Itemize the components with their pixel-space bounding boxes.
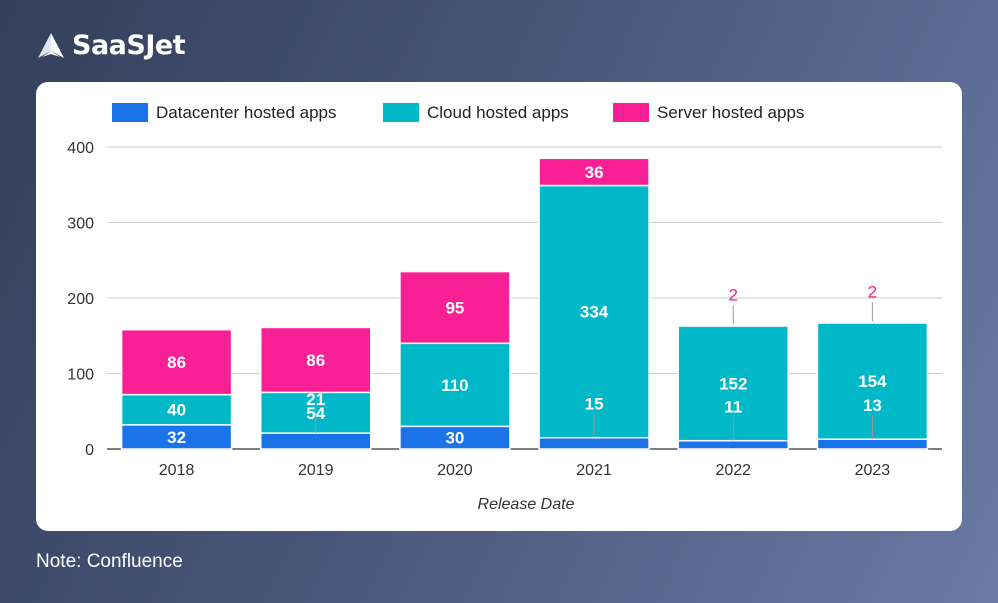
legend-swatch-cloud bbox=[383, 103, 419, 122]
legend: Datacenter hosted apps Cloud hosted apps S… bbox=[112, 103, 804, 122]
data-label-datacenter-2020: 30 bbox=[445, 429, 464, 448]
data-label-cloud-2021: 334 bbox=[580, 303, 609, 322]
data-label-datacenter-2021: 15 bbox=[585, 395, 604, 414]
x-tick-label: 2019 bbox=[298, 462, 334, 479]
bar-cloud-2018[interactable] bbox=[120, 393, 233, 426]
bar-server-2019[interactable] bbox=[260, 326, 372, 394]
data-label-cloud-2020: 110 bbox=[441, 376, 468, 395]
data-label-server-2022: 2 bbox=[729, 285, 738, 304]
data-label-cloud-2022: 152 bbox=[719, 374, 747, 393]
data-label-datacenter-2019: 21 bbox=[306, 390, 325, 409]
x-tick-label: 2021 bbox=[576, 462, 612, 479]
bar-server-2022[interactable] bbox=[677, 323, 789, 327]
data-label-server-2018: 86 bbox=[167, 353, 186, 372]
data-label-datacenter-2018: 32 bbox=[167, 428, 186, 447]
bar-cloud-2022[interactable] bbox=[677, 325, 789, 442]
y-tick-label: 0 bbox=[85, 442, 94, 459]
grid bbox=[107, 146, 942, 450]
data-label-cloud-2023: 154 bbox=[858, 372, 887, 391]
x-tick-label: 2022 bbox=[715, 462, 751, 479]
data-label-server-2023: 2 bbox=[868, 282, 877, 301]
x-tick-label: 2020 bbox=[437, 462, 473, 479]
bar-server-2021[interactable] bbox=[538, 157, 650, 187]
data-label-cloud-2018: 40 bbox=[167, 401, 186, 420]
y-tick-label: 400 bbox=[67, 140, 94, 157]
y-axis: 0 100 200 300 400 bbox=[67, 140, 94, 459]
data-label-datacenter-2022: 11 bbox=[724, 398, 742, 417]
bar-datacenter-2019[interactable] bbox=[260, 432, 372, 450]
x-tick-label: 2018 bbox=[159, 462, 195, 479]
bar-server-2023[interactable] bbox=[816, 320, 929, 324]
note: Note: Confluence bbox=[36, 551, 183, 572]
bar-server-2020[interactable] bbox=[399, 270, 511, 345]
legend-swatch-datacenter bbox=[112, 103, 148, 122]
bar-server-2018[interactable] bbox=[120, 328, 233, 396]
data-label-server-2021: 36 bbox=[585, 163, 604, 182]
bars bbox=[120, 157, 929, 450]
brand-name: SaaSJet bbox=[72, 30, 186, 61]
data-label-server-2020: 95 bbox=[445, 298, 464, 317]
bar-datacenter-2021[interactable] bbox=[538, 436, 650, 450]
legend-label-datacenter: Datacenter hosted apps bbox=[156, 103, 337, 122]
brand: SaaSJet bbox=[36, 30, 186, 61]
bar-datacenter-2018[interactable] bbox=[120, 424, 233, 450]
data-label-cloud-2019: 54 bbox=[306, 404, 325, 423]
chart-card: 0 100 200 300 400 32 40 86 21 54 86 30 110 95 15 334 36… bbox=[36, 82, 962, 531]
x-axis-title: Release Date bbox=[478, 496, 575, 513]
legend-swatch-server bbox=[613, 103, 649, 122]
y-tick-label: 200 bbox=[67, 291, 94, 308]
legend-label-server: Server hosted apps bbox=[657, 103, 804, 122]
x-axis: 2018 2019 2020 2021 2022 2023 bbox=[159, 462, 891, 479]
legend-label-cloud: Cloud hosted apps bbox=[427, 103, 569, 122]
paper-plane-icon bbox=[38, 32, 64, 58]
data-label-datacenter-2023: 13 bbox=[863, 396, 882, 415]
bar-datacenter-2023[interactable] bbox=[816, 438, 929, 450]
bar-cloud-2021[interactable] bbox=[538, 184, 650, 439]
data-label-server-2019: 86 bbox=[306, 351, 325, 370]
y-tick-label: 100 bbox=[67, 367, 94, 384]
x-tick-label: 2023 bbox=[855, 462, 891, 479]
y-tick-label: 300 bbox=[67, 216, 94, 233]
bar-datacenter-2022[interactable] bbox=[677, 439, 789, 450]
